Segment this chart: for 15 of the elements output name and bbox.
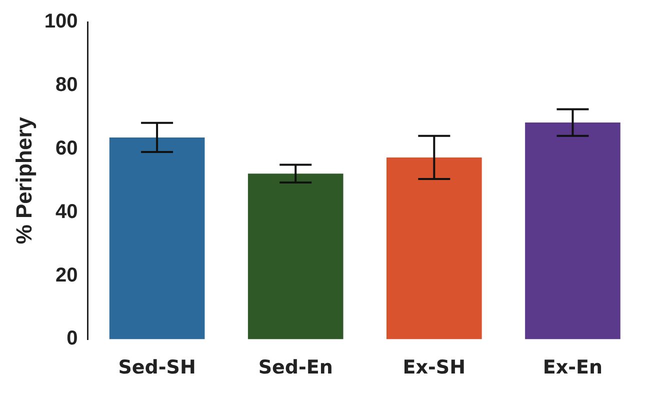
bar: [109, 137, 205, 340]
y-tick-label: 100: [44, 10, 78, 33]
y-tick-label: 60: [56, 137, 78, 160]
x-tick-label: Ex-SH: [402, 356, 466, 379]
bar: [248, 174, 344, 340]
x-tick-label: Sed-En: [258, 356, 333, 379]
bar: [525, 122, 620, 340]
y-tick-label: 0: [66, 328, 78, 350]
y-tick-label: 20: [56, 264, 78, 286]
y-tick-label: 80: [56, 74, 78, 96]
x-tick-label: Ex-En: [542, 356, 603, 379]
x-tick-label: Sed-SH: [118, 356, 196, 379]
bar: [386, 157, 482, 340]
y-tick-label: 40: [56, 200, 78, 223]
y-axis-title: % Periphery: [11, 116, 36, 244]
